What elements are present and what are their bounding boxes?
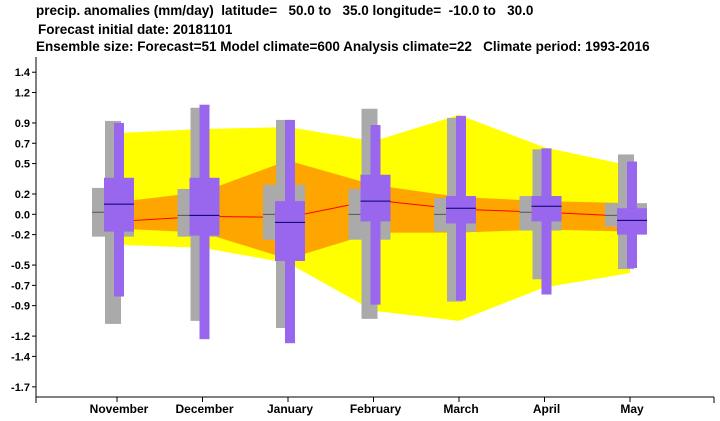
y-tick-label-7: -0.2	[11, 230, 30, 242]
y-tick-label-10: -0.9	[11, 301, 30, 313]
forecast-box-6-box	[617, 208, 647, 235]
y-tick-label-11: -1.2	[11, 331, 30, 343]
y-tick-label-4: 0.5	[15, 159, 30, 171]
forecast-box-2-box	[275, 201, 305, 261]
y-tick-label-9: -0.7	[11, 280, 30, 292]
chart-title: precip. anomalies (mm/day) latitude= 50.…	[36, 3, 534, 18]
y-tick-label-5: 0.2	[15, 189, 30, 201]
x-tick-label-0: November	[90, 402, 149, 416]
y-tick-label-2: 0.9	[15, 118, 30, 130]
x-tick-label-1: December	[175, 402, 233, 416]
x-tick-label-5: April	[533, 402, 560, 416]
y-tick-label-0: 1.4	[15, 67, 31, 79]
y-tick-label-13: -1.7	[11, 382, 30, 394]
y-tick-label-1: 1.2	[15, 88, 30, 100]
x-tick-label-4: March	[443, 402, 478, 416]
x-tick-label-3: February	[350, 402, 402, 416]
y-tick-label-12: -1.4	[11, 351, 31, 363]
y-tick-label-6: 0.0	[15, 209, 30, 221]
y-tick-label-8: -0.5	[11, 260, 30, 272]
forecast-date-line: Forecast initial date: 20181101	[38, 22, 233, 37]
forecast-box-5-box	[531, 196, 562, 222]
forecast-box-4-box	[446, 196, 476, 224]
y-tick-label-3: 0.7	[15, 138, 30, 150]
x-tick-label-2: January	[267, 402, 313, 416]
forecast-box-3-box	[360, 174, 391, 222]
ensemble-info-line: Ensemble size: Forecast=51 Model climate…	[36, 39, 650, 54]
x-tick-label-6: May	[620, 402, 644, 416]
forecast-box-1-box	[189, 177, 220, 236]
forecast-box-0-box	[104, 177, 134, 232]
